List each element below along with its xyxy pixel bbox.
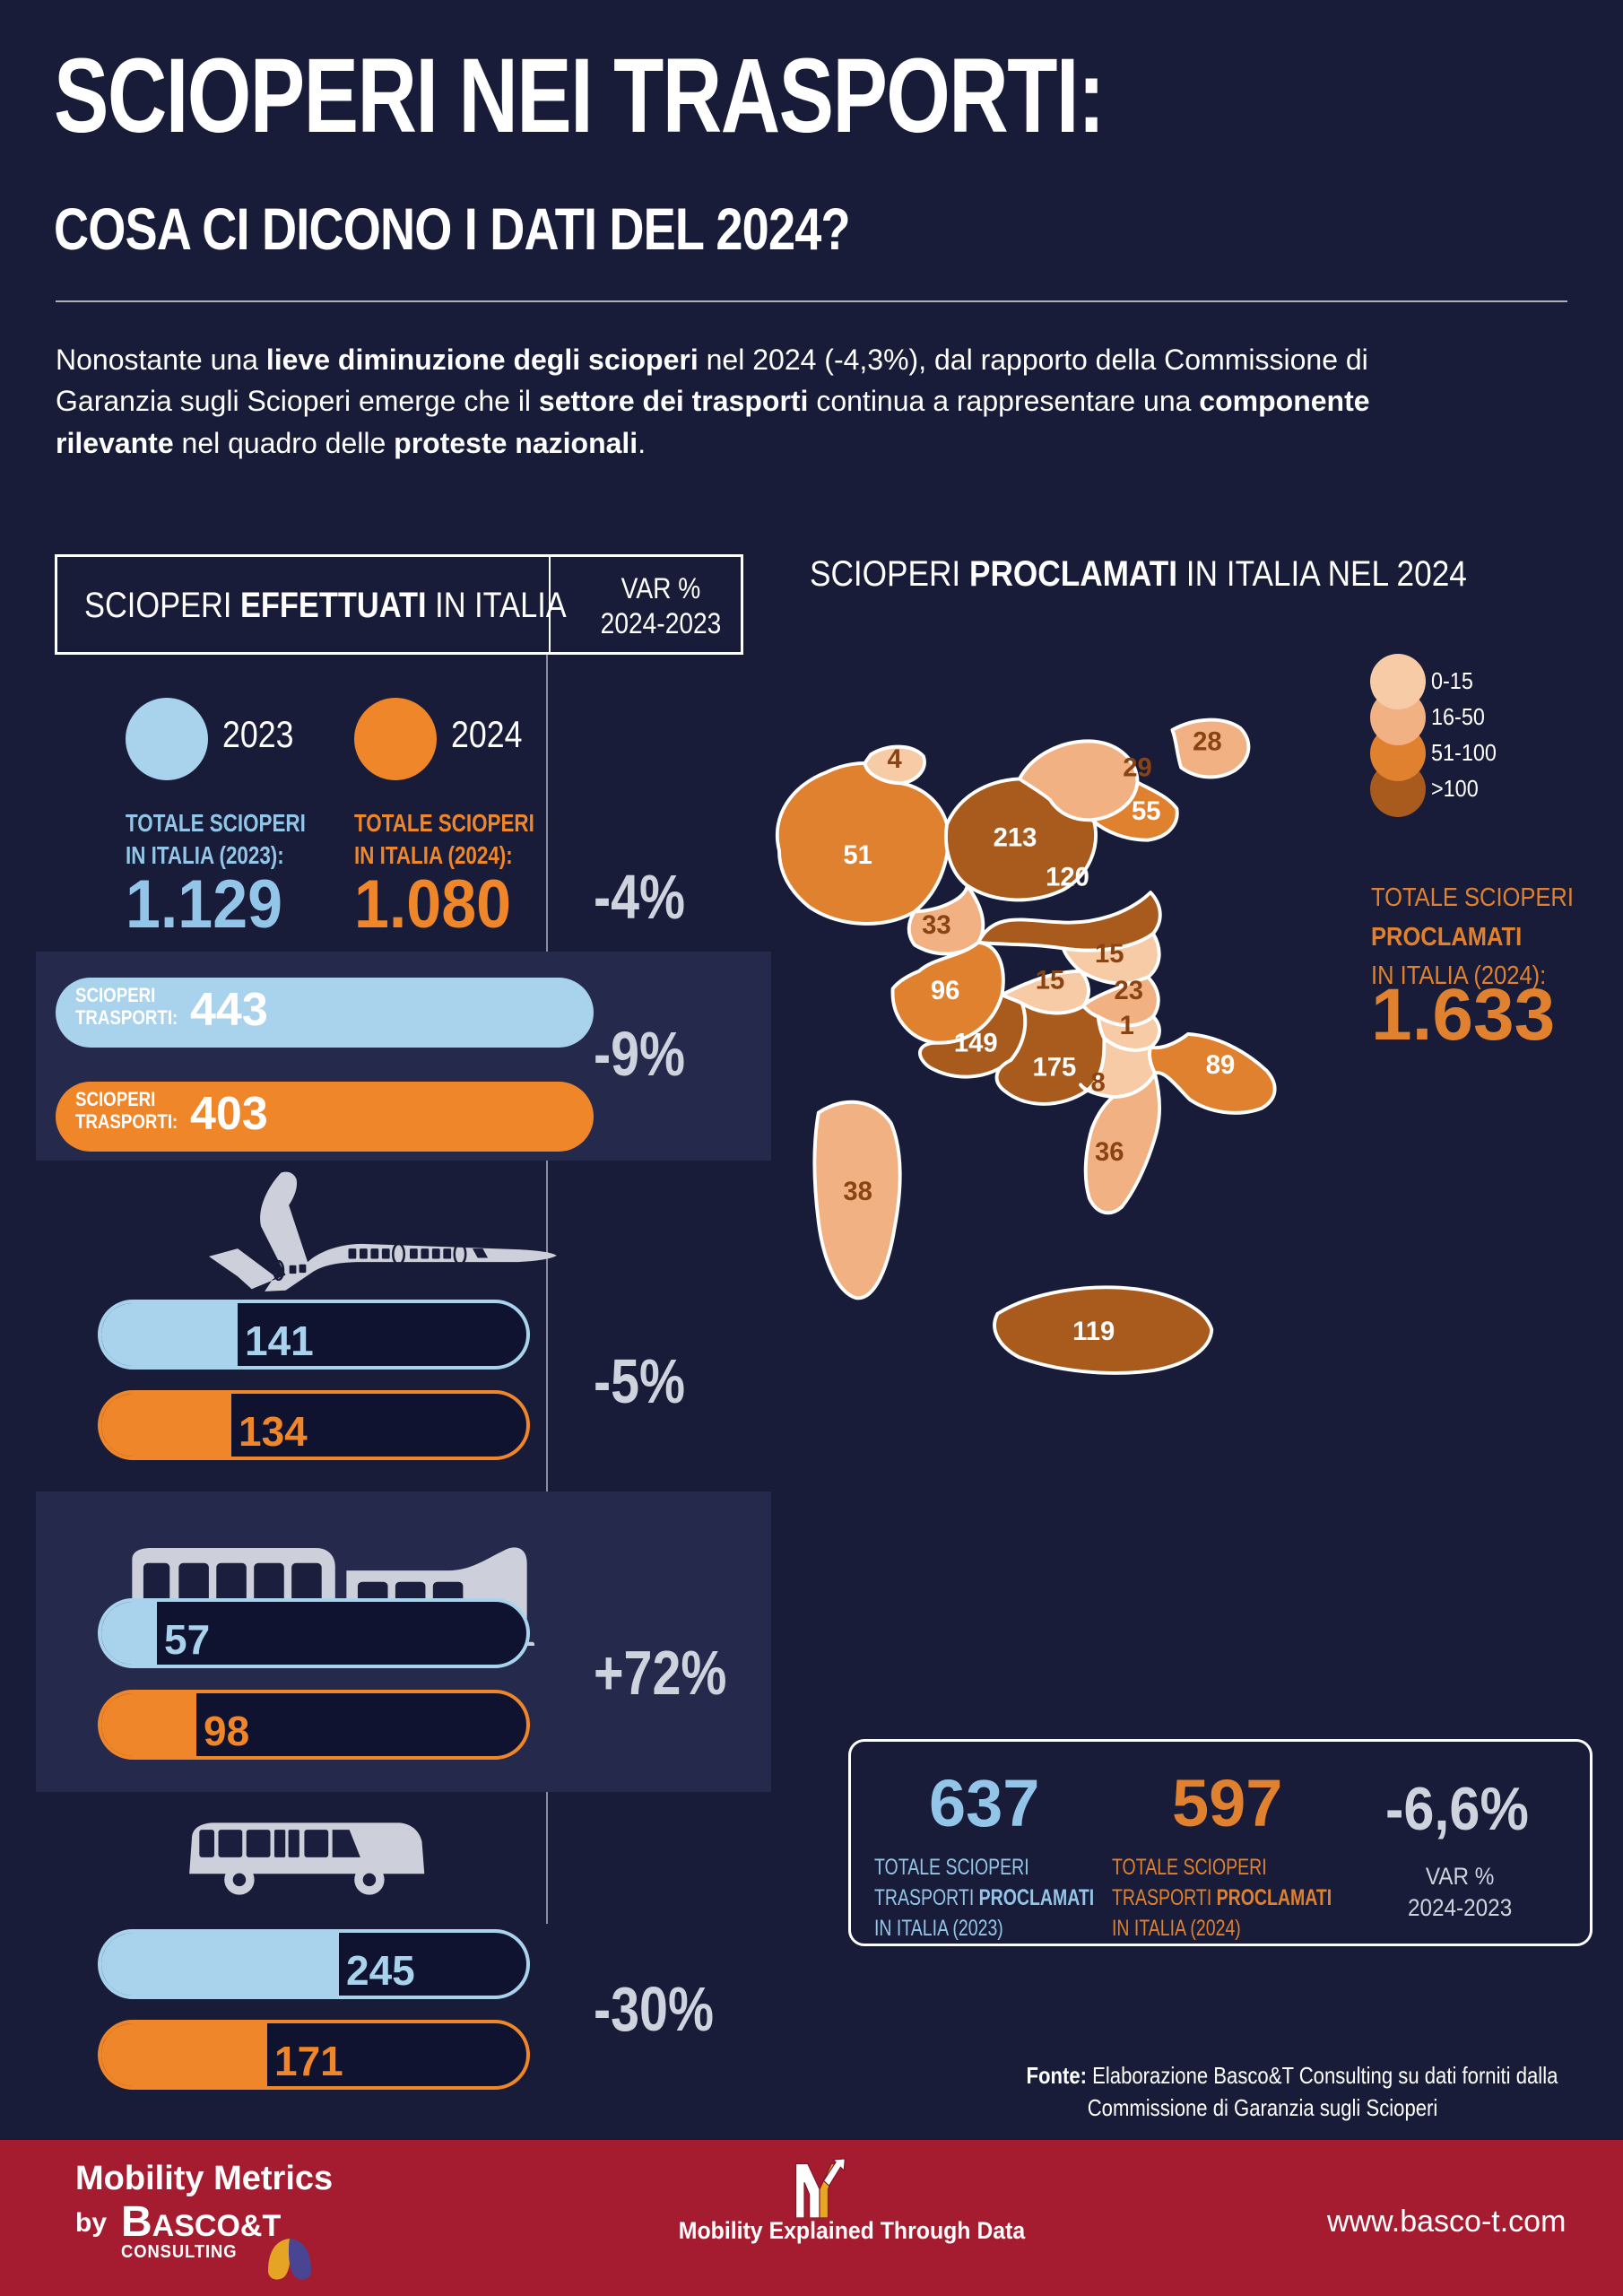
svg-text:120: 120	[1046, 863, 1089, 891]
svg-text:4: 4	[887, 745, 902, 774]
svg-text:89: 89	[1206, 1051, 1236, 1080]
svg-text:28: 28	[1193, 727, 1222, 756]
svg-text:15: 15	[1095, 940, 1124, 969]
svg-text:55: 55	[1132, 797, 1161, 826]
svg-text:15: 15	[1036, 966, 1065, 995]
svg-text:175: 175	[1033, 1054, 1077, 1083]
svg-text:96: 96	[931, 977, 960, 1005]
svg-text:213: 213	[994, 823, 1037, 852]
svg-text:33: 33	[922, 911, 951, 940]
svg-text:8: 8	[1090, 1068, 1105, 1097]
svg-text:1: 1	[1120, 1012, 1134, 1040]
svg-text:38: 38	[843, 1178, 872, 1206]
svg-text:119: 119	[1072, 1318, 1115, 1346]
svg-text:29: 29	[1123, 754, 1152, 783]
svg-text:23: 23	[1114, 977, 1143, 1005]
svg-text:51: 51	[843, 841, 872, 870]
svg-text:36: 36	[1095, 1138, 1124, 1167]
svg-text:149: 149	[954, 1029, 998, 1057]
